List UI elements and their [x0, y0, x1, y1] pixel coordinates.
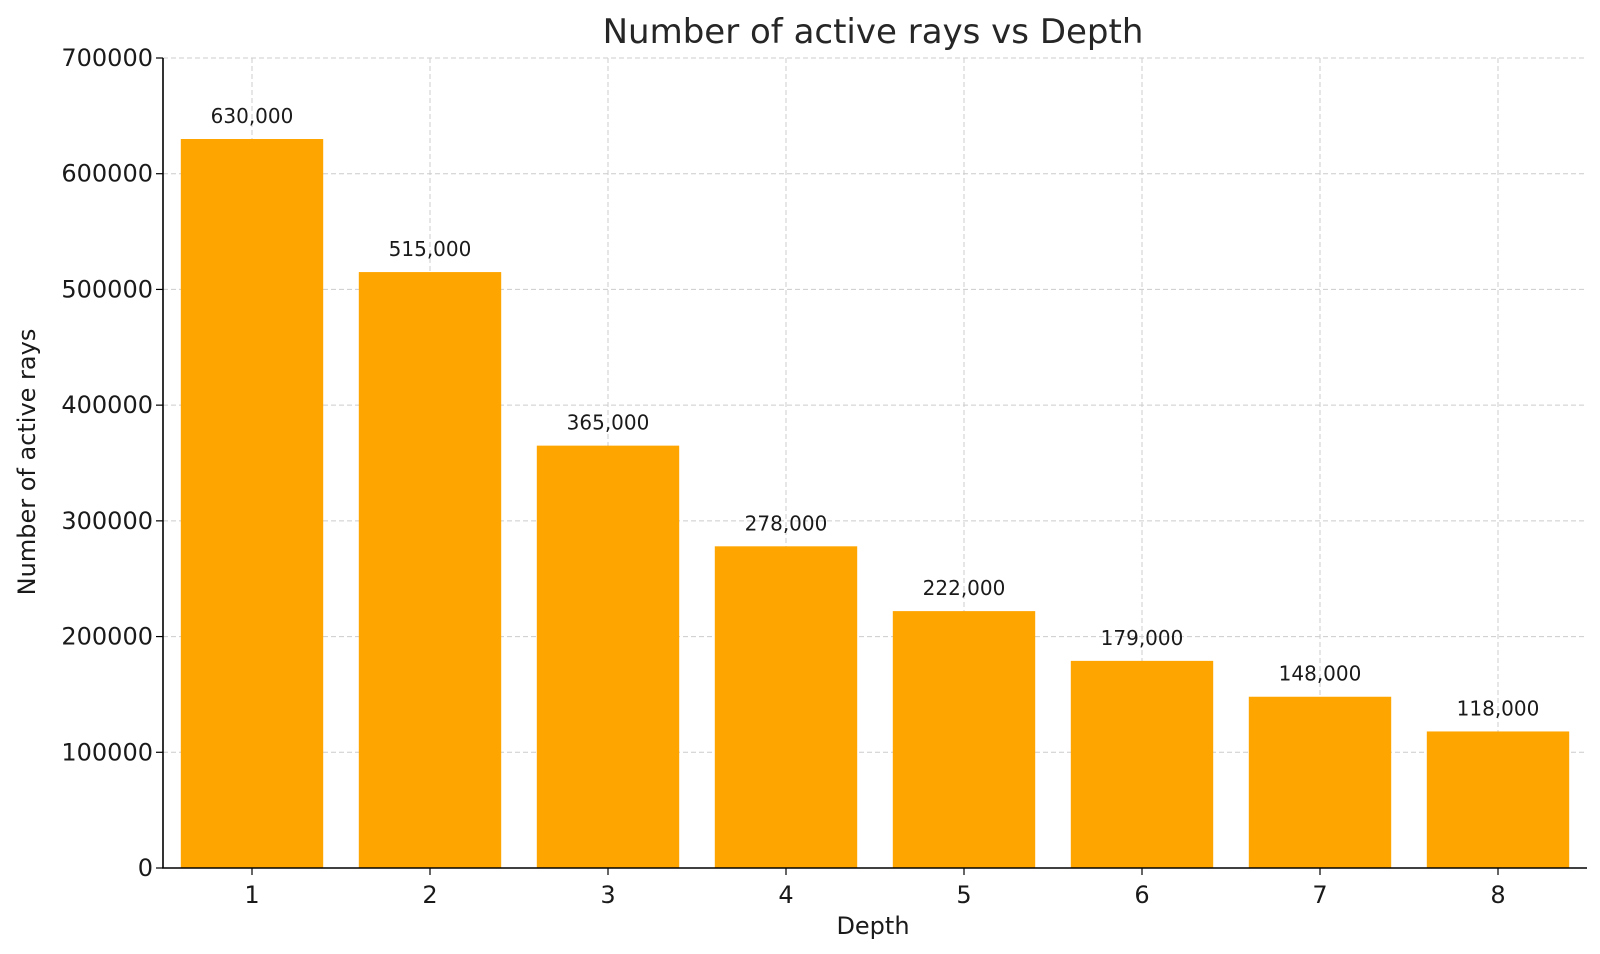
- bar-value-label: 148,000: [1279, 662, 1362, 686]
- x-tick-label: 7: [1312, 881, 1327, 909]
- x-tick-label: 8: [1490, 881, 1505, 909]
- x-tick-label: 1: [244, 881, 259, 909]
- chart-title: Number of active rays vs Depth: [603, 12, 1144, 52]
- y-tick-label: 700000: [61, 44, 153, 72]
- bar-value-label: 118,000: [1457, 696, 1540, 720]
- data-labels: 630,000 515,000 365,000 278,000 222,000 179,0…: [211, 104, 1540, 720]
- y-tick-label: 400000: [61, 391, 153, 419]
- x-axis-title: Depth: [836, 912, 909, 940]
- bar: [358, 272, 502, 869]
- y-tick-label: 0: [138, 854, 153, 882]
- axes: [162, 58, 1587, 869]
- x-tick-label: 3: [600, 881, 615, 909]
- bar-value-label: 179,000: [1101, 626, 1184, 650]
- x-tick-label: 4: [778, 881, 793, 909]
- x-tick-label: 6: [1134, 881, 1149, 909]
- y-tick-label: 200000: [61, 623, 153, 651]
- bar-value-label: 222,000: [923, 576, 1006, 600]
- tick-labels: 0 100000 200000 300000 400000 500000 600000 700…: [61, 44, 1505, 909]
- x-tick-label: 5: [956, 881, 971, 909]
- bar: [1426, 731, 1570, 868]
- bar-value-label: 278,000: [745, 511, 828, 535]
- bar: [892, 611, 1036, 868]
- bar-value-label: 365,000: [567, 411, 650, 435]
- y-axis-title: Number of active rays: [13, 329, 41, 596]
- bar: [1070, 660, 1214, 868]
- y-tick-label: 300000: [61, 507, 153, 535]
- y-tick-label: 600000: [61, 160, 153, 188]
- bar: [1248, 696, 1392, 868]
- x-tick-label: 2: [422, 881, 437, 909]
- y-tick-label: 100000: [61, 738, 153, 766]
- bar: [536, 445, 680, 868]
- bar: [714, 546, 858, 868]
- bar-value-label: 515,000: [389, 237, 472, 261]
- y-tick-label: 500000: [61, 275, 153, 303]
- bars: [180, 139, 1570, 869]
- bar: [180, 139, 324, 868]
- bar-value-label: 630,000: [211, 104, 294, 128]
